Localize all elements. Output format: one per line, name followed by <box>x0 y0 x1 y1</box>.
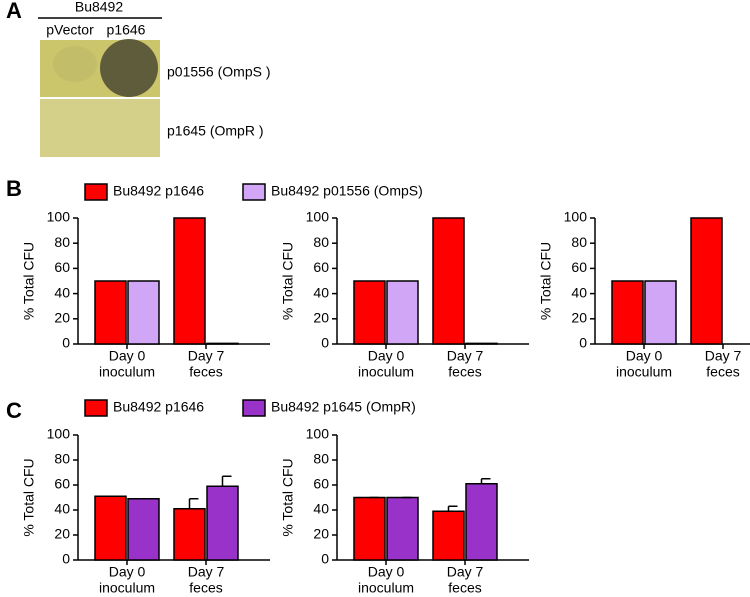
group-label: Bu8492 <box>75 0 123 15</box>
y-tick-label: 0 <box>321 551 329 567</box>
y-tick-label: 40 <box>54 501 70 517</box>
bar <box>173 508 206 561</box>
y-tick-label: 60 <box>571 259 587 275</box>
x-tick-label: Day 0 <box>626 348 663 364</box>
x-tick-label: Day 7 <box>188 564 225 580</box>
bar <box>386 496 419 561</box>
legend-label: Bu8492 p01556 (OmpS) <box>271 183 423 199</box>
bar <box>432 510 465 561</box>
y-tick-label: 60 <box>54 476 70 492</box>
x-tick-label: Day 7 <box>447 564 484 580</box>
x-tick-label: feces <box>189 364 222 380</box>
bar <box>127 280 160 345</box>
x-tick-label: inoculum <box>358 580 414 596</box>
y-tick-label: 20 <box>54 526 70 542</box>
column-label: pVector <box>46 22 94 38</box>
panel-label: C <box>6 398 22 423</box>
legend-swatch <box>242 183 266 201</box>
x-tick-label: inoculum <box>99 580 155 596</box>
x-tick-label: Day 0 <box>368 348 405 364</box>
y-tick-label: 0 <box>62 335 70 351</box>
y-tick-label: 0 <box>62 551 70 567</box>
bar <box>353 280 386 345</box>
legend-label: Bu8492 p1645 (OmpR) <box>271 399 416 415</box>
row-label: p01556 (OmpS ) <box>167 64 271 80</box>
x-tick-label: Day 7 <box>705 348 742 364</box>
legend-swatch <box>242 399 266 417</box>
y-tick-label: 0 <box>321 335 329 351</box>
y-tick-label: 80 <box>571 234 587 250</box>
x-tick-label: feces <box>706 364 739 380</box>
y-tick-label: 80 <box>313 451 329 467</box>
bar <box>353 496 386 561</box>
y-tick-label: 20 <box>313 310 329 326</box>
bar <box>206 342 239 345</box>
x-tick-label: Day 7 <box>447 348 484 364</box>
plaque <box>100 39 158 97</box>
y-tick-label: 100 <box>47 209 71 225</box>
x-tick-label: inoculum <box>358 364 414 380</box>
x-tick-label: feces <box>448 364 481 380</box>
y-tick-label: 40 <box>313 501 329 517</box>
legend-label: Bu8492 p1646 <box>113 399 204 415</box>
bar <box>94 280 127 345</box>
y-tick-label: 40 <box>313 284 329 300</box>
x-tick-label: inoculum <box>99 364 155 380</box>
bar <box>644 280 677 345</box>
bar <box>173 217 206 345</box>
y-axis-title: % Total CFU <box>280 242 296 320</box>
y-tick-label: 80 <box>54 451 70 467</box>
x-tick-label: Day 7 <box>188 348 225 364</box>
x-tick-label: Day 0 <box>109 348 146 364</box>
bar <box>690 217 723 345</box>
bar <box>206 485 239 561</box>
bar <box>465 483 498 561</box>
y-tick-label: 60 <box>313 259 329 275</box>
error-bar <box>221 475 232 487</box>
x-tick-label: inoculum <box>616 364 672 380</box>
y-tick-label: 20 <box>54 310 70 326</box>
bar <box>386 280 419 345</box>
bar <box>432 217 465 345</box>
y-tick-label: 80 <box>313 234 329 250</box>
spot <box>53 46 97 82</box>
legend-swatch <box>84 399 108 417</box>
y-tick-label: 60 <box>313 476 329 492</box>
y-axis-title: % Total CFU <box>21 458 37 536</box>
bar <box>611 280 644 345</box>
y-axis-title: % Total CFU <box>21 242 37 320</box>
y-axis-title: % Total CFU <box>280 458 296 536</box>
row-label: p1645 (OmpR ) <box>167 123 263 139</box>
x-tick-label: Day 0 <box>109 564 146 580</box>
bar <box>127 498 160 561</box>
y-tick-label: 80 <box>54 234 70 250</box>
y-tick-label: 100 <box>564 209 588 225</box>
y-tick-label: 0 <box>579 335 587 351</box>
y-tick-label: 100 <box>47 426 71 442</box>
x-tick-label: feces <box>448 580 481 596</box>
error-bar <box>447 505 458 512</box>
y-tick-label: 100 <box>306 426 330 442</box>
panel-label: A <box>6 0 22 23</box>
y-axis-title: % Total CFU <box>538 242 554 320</box>
legend-swatch <box>84 183 108 201</box>
bar <box>94 495 127 561</box>
y-tick-label: 20 <box>313 526 329 542</box>
plate <box>40 99 160 157</box>
x-tick-label: feces <box>189 580 222 596</box>
column-label: p1646 <box>107 22 146 38</box>
legend-label: Bu8492 p1646 <box>113 183 204 199</box>
y-tick-label: 20 <box>571 310 587 326</box>
x-tick-label: Day 0 <box>368 564 405 580</box>
y-tick-label: 100 <box>306 209 330 225</box>
error-bar <box>188 498 199 509</box>
y-tick-label: 40 <box>54 284 70 300</box>
y-tick-label: 60 <box>54 259 70 275</box>
panel-label: B <box>6 176 22 201</box>
y-tick-label: 40 <box>571 284 587 300</box>
error-bar <box>480 478 491 484</box>
bar <box>465 342 498 345</box>
